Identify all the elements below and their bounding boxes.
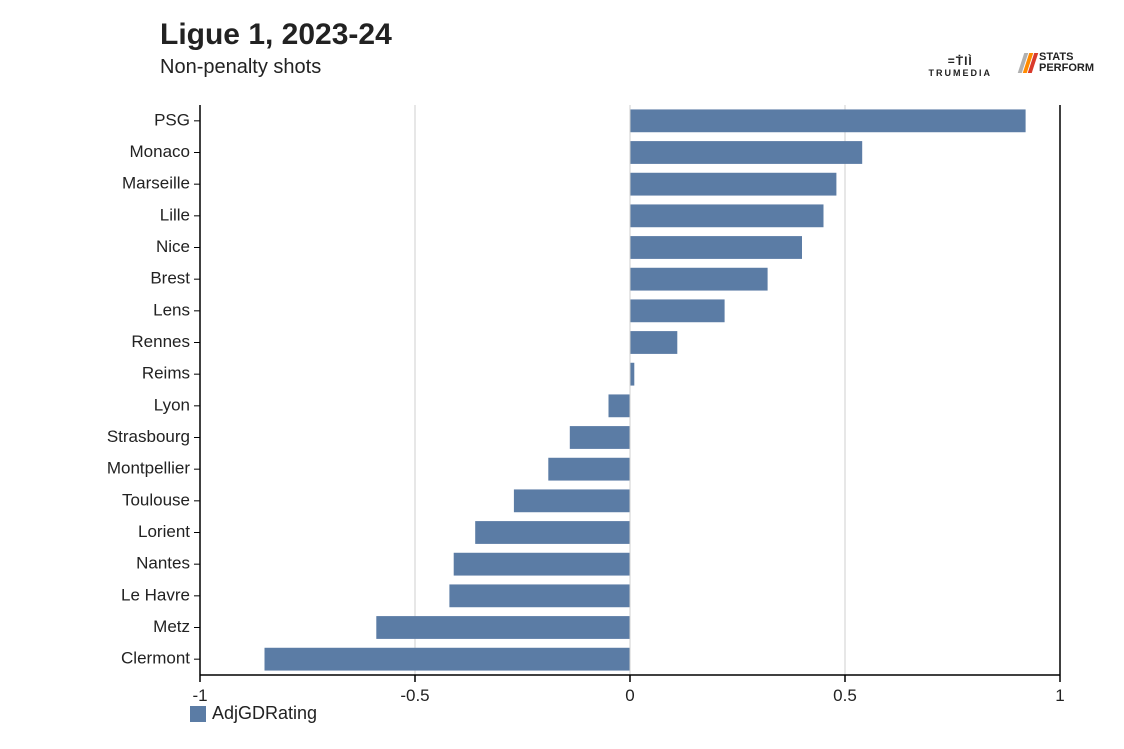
y-axis-label: Nice — [156, 237, 190, 256]
x-axis-label: 0.5 — [833, 686, 857, 705]
bar — [454, 553, 630, 576]
bar — [630, 331, 677, 354]
statsperform-line2: PERFORM — [1039, 63, 1094, 74]
y-axis-label: Lorient — [138, 522, 190, 541]
bar — [514, 489, 630, 512]
legend: AdjGDRating — [190, 703, 317, 724]
trumedia-mark: =ṪIÌ — [929, 54, 993, 68]
bar-chart: PSG Monaco Marseille Lille Nice Brest Lens Renn… — [0, 95, 1124, 745]
y-axis-label: Toulouse — [122, 490, 190, 509]
chart-title: Ligue 1, 2023-24 — [160, 18, 392, 52]
y-axis-label: Lille — [160, 205, 190, 224]
bar — [609, 394, 631, 417]
x-axis-label: 0 — [625, 686, 634, 705]
x-axis-label: -0.5 — [400, 686, 429, 705]
bar — [265, 648, 631, 671]
chart-subtitle: Non-penalty shots — [160, 56, 321, 79]
y-axis-label: Strasbourg — [107, 427, 190, 446]
y-axis-label: Reims — [142, 364, 190, 383]
statsperform-logo: STATS PERFORM — [1021, 52, 1094, 74]
y-axis-label: Lyon — [154, 395, 190, 414]
bar — [376, 616, 630, 639]
bar — [630, 141, 862, 164]
bar — [630, 173, 836, 196]
trumedia-word: TRUMEDIA — [929, 68, 993, 78]
trumedia-logo: =ṪIÌ TRUMEDIA — [929, 54, 993, 78]
bar — [475, 521, 630, 544]
y-axis-label: Clermont — [121, 649, 190, 668]
y-axis-label: Lens — [153, 300, 190, 319]
y-axis-label: Metz — [153, 617, 190, 636]
y-axis-label: Marseille — [122, 174, 190, 193]
y-axis-label: Le Havre — [121, 585, 190, 604]
bar — [570, 426, 630, 449]
bar — [630, 236, 802, 259]
bar — [630, 109, 1026, 132]
bar — [630, 363, 634, 386]
y-axis-label: Nantes — [136, 554, 190, 573]
statsperform-slashes — [1021, 53, 1035, 73]
x-axis-label: 1 — [1055, 686, 1064, 705]
y-axis-label: Monaco — [130, 142, 190, 161]
y-axis-label: Rennes — [131, 332, 190, 351]
y-axis-label: Montpellier — [107, 459, 190, 478]
bar — [630, 204, 824, 227]
legend-label: AdjGDRating — [212, 703, 317, 724]
bar — [630, 299, 725, 322]
y-axis-label: Brest — [150, 269, 190, 288]
bar — [449, 584, 630, 607]
y-axis-label: PSG — [154, 110, 190, 129]
bar — [548, 458, 630, 481]
bar — [630, 268, 768, 291]
legend-swatch — [190, 706, 206, 722]
